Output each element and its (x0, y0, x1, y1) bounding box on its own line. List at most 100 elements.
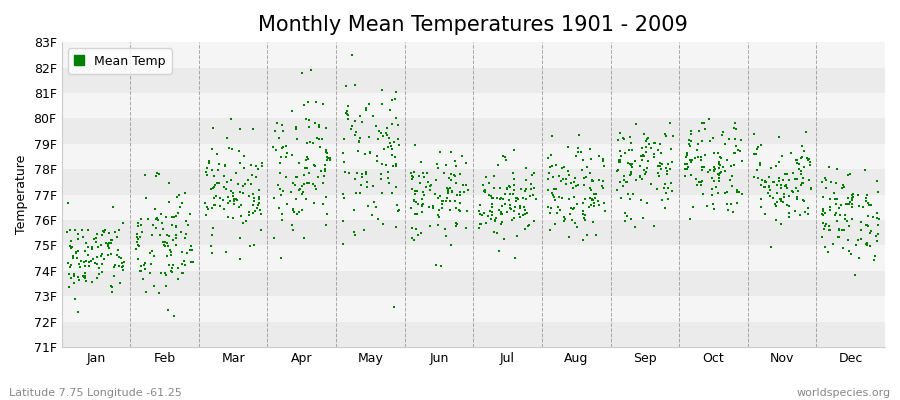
Point (202, 158, 216, 165)
Point (611, 137, 625, 143)
Point (104, 283, 118, 289)
Point (682, 143, 697, 150)
Point (245, 172, 259, 178)
Point (678, 161, 692, 168)
Point (472, 207, 486, 214)
Point (803, 162, 817, 168)
Point (246, 209, 260, 216)
Point (507, 215, 521, 222)
Point (231, 148, 246, 154)
Point (485, 195, 500, 202)
Point (114, 260, 129, 267)
Bar (61, 42, 885, 68)
Point (587, 200, 601, 206)
Point (526, 192, 540, 198)
Point (572, 132, 586, 138)
Point (415, 209, 429, 216)
Point (620, 190, 634, 197)
Point (359, 107, 374, 113)
Point (436, 204, 450, 211)
Point (712, 175, 726, 181)
Point (680, 150, 695, 156)
Point (680, 152, 694, 158)
Point (273, 186, 287, 193)
Point (453, 200, 467, 206)
Point (622, 146, 636, 153)
Point (171, 275, 185, 282)
Point (796, 180, 810, 187)
Point (362, 133, 376, 140)
Point (165, 222, 179, 228)
Bar (61, 144, 885, 169)
Point (651, 163, 665, 170)
Point (526, 170, 541, 176)
Point (853, 236, 868, 243)
Point (218, 162, 232, 169)
Point (763, 187, 778, 194)
Point (800, 205, 814, 212)
Point (543, 226, 557, 233)
Point (861, 213, 876, 220)
Point (443, 197, 457, 204)
Point (623, 172, 637, 178)
Point (82, 263, 96, 269)
Point (681, 164, 696, 170)
Point (279, 174, 293, 180)
Point (389, 115, 403, 122)
Point (861, 202, 876, 208)
Point (762, 184, 777, 190)
Point (870, 209, 885, 216)
Point (102, 239, 116, 246)
Point (89, 275, 104, 282)
Point (449, 163, 464, 169)
Point (493, 220, 508, 227)
Point (624, 134, 638, 140)
Point (91, 265, 105, 272)
Point (385, 163, 400, 170)
Point (817, 210, 832, 216)
Point (339, 108, 354, 114)
Point (68, 248, 83, 255)
Point (508, 198, 523, 204)
Point (202, 160, 217, 166)
Point (69, 255, 84, 261)
Point (725, 209, 740, 215)
Point (758, 178, 772, 184)
Point (233, 188, 248, 195)
Point (233, 235, 248, 241)
Point (358, 105, 373, 111)
Point (67, 280, 81, 286)
Point (705, 175, 719, 182)
Point (500, 157, 514, 163)
Point (445, 189, 459, 195)
Point (860, 191, 874, 198)
Point (318, 166, 332, 172)
Point (416, 189, 430, 196)
Point (295, 206, 310, 213)
Point (724, 163, 738, 170)
Point (831, 234, 845, 241)
Point (639, 138, 653, 144)
Point (459, 224, 473, 231)
Point (712, 171, 726, 178)
Point (251, 202, 266, 209)
Point (652, 160, 667, 166)
Point (650, 186, 664, 192)
Point (795, 154, 809, 160)
Point (323, 156, 338, 163)
Point (663, 166, 678, 172)
Point (220, 179, 234, 186)
Point (158, 282, 173, 289)
Point (730, 199, 744, 206)
Point (843, 170, 858, 177)
Point (452, 207, 466, 214)
Point (518, 188, 533, 194)
Point (320, 157, 334, 164)
Point (702, 116, 716, 122)
Point (707, 150, 722, 156)
Point (352, 138, 366, 145)
Point (770, 163, 784, 169)
Point (472, 221, 487, 228)
Point (81, 259, 95, 266)
Point (770, 182, 784, 188)
